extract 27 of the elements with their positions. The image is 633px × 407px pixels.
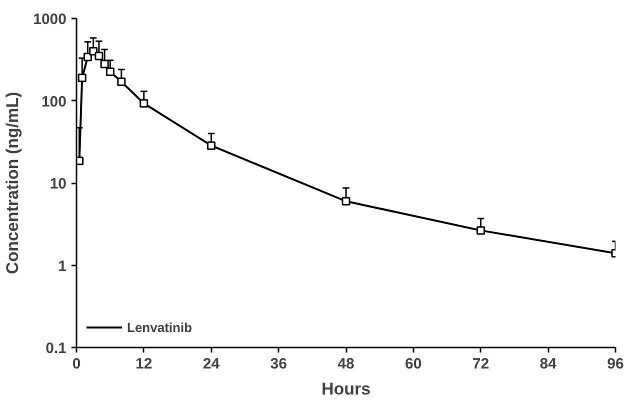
legend-label: Lenvatinib <box>127 320 192 334</box>
y-axis-title: Concentration (ng/mL) <box>3 92 22 274</box>
point <box>83 52 92 62</box>
point <box>342 196 350 206</box>
x-axis-title: Hours <box>321 380 371 398</box>
y-tick-label: 1 <box>58 258 66 275</box>
point <box>140 99 148 108</box>
x-tick-label: 0 <box>72 356 81 372</box>
x-tick-label: 36 <box>270 356 287 372</box>
y-tick-label: 100 <box>41 93 67 110</box>
point <box>78 74 86 82</box>
point <box>207 141 216 150</box>
x-tick-label: 24 <box>202 356 220 372</box>
x-tick-label: 12 <box>136 356 152 372</box>
x-tick-label: 96 <box>607 356 624 372</box>
y-tick-label: 1000 <box>33 11 67 28</box>
x-tick-label: 84 <box>540 356 558 372</box>
x-tick-label: 72 <box>472 356 490 372</box>
x-tick-label: 48 <box>338 356 354 372</box>
point <box>94 52 104 60</box>
y-tick-label: 0.1 <box>46 340 67 357</box>
point <box>117 78 126 86</box>
point <box>100 60 109 68</box>
point <box>106 68 114 76</box>
y-tick-label: 10 <box>50 176 67 192</box>
x-tick-label: 60 <box>405 356 422 372</box>
point <box>476 226 485 235</box>
